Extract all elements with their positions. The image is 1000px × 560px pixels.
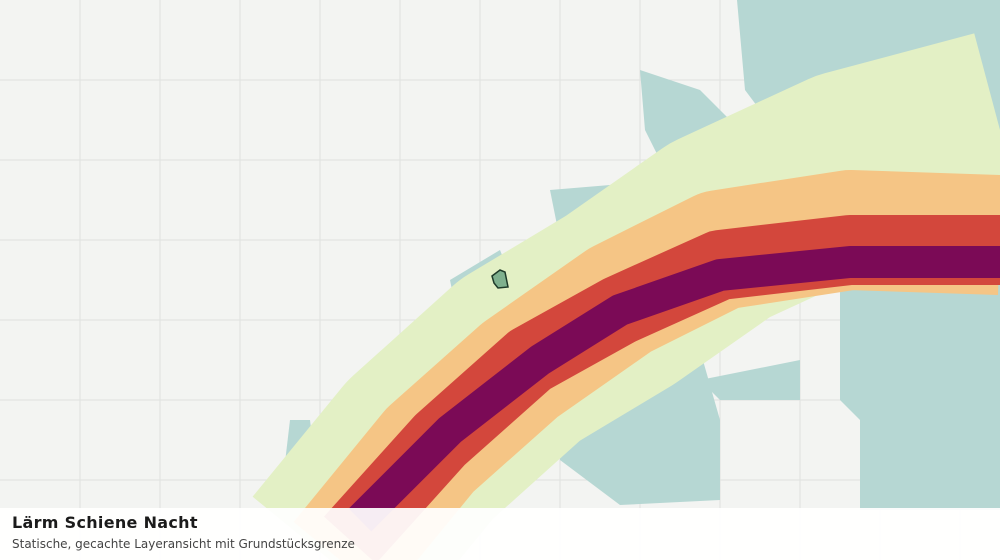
noise-bands xyxy=(252,33,1000,560)
map-caption: Lärm Schiene Nacht Statische, gecachte L… xyxy=(0,508,1000,560)
layer-subtitle: Statische, gecachte Layeransicht mit Gru… xyxy=(12,537,355,551)
layer-title: Lärm Schiene Nacht xyxy=(12,513,198,532)
parcel-boundary[interactable] xyxy=(491,269,509,289)
